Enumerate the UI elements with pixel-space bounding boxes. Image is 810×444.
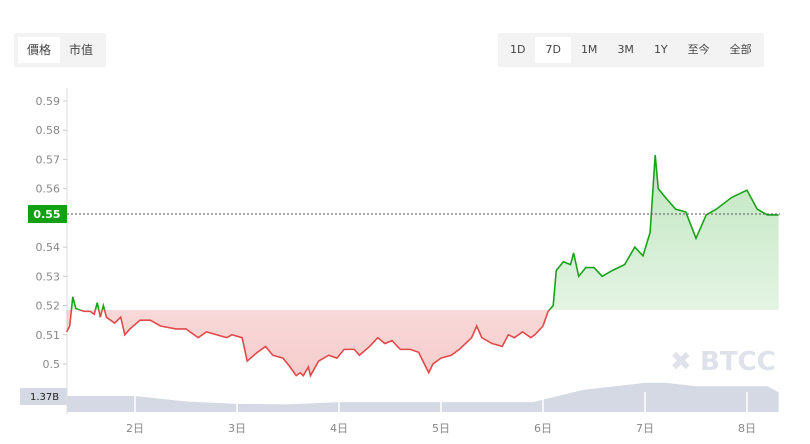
x-tick-label: 3日 — [228, 422, 246, 435]
tab-ytd[interactable]: 至今 — [687, 43, 710, 56]
price-line-up — [70, 154, 779, 310]
x-tick-label: 5日 — [432, 422, 450, 435]
watermark-x-icon: ✖ — [670, 347, 692, 377]
tab-7d[interactable]: 7D — [535, 37, 571, 63]
y-tick-label: 0.53 — [36, 270, 61, 283]
y-tick-label: 0.54 — [36, 241, 61, 254]
range-tabs: 1D 7D 1M 3M 1Y 至今 全部 — [498, 33, 764, 67]
x-tick-label: 2日 — [126, 422, 144, 435]
tab-1y[interactable]: 1Y — [653, 43, 668, 56]
price-line-down — [65, 309, 551, 378]
y-tick-label: 0.59 — [36, 95, 61, 108]
x-tick-label: 7日 — [636, 422, 654, 435]
tab-price[interactable]: 價格 — [18, 37, 61, 63]
volume-label-badge — [20, 388, 67, 405]
x-tick-label: 4日 — [330, 422, 348, 435]
y-tick-label: 0.57 — [36, 153, 61, 166]
current-price-label: 0.55 — [33, 208, 60, 221]
x-tick-label: 8日 — [738, 422, 756, 435]
tab-market-cap[interactable]: 市值 — [69, 43, 94, 57]
y-tick-label: 0.52 — [36, 300, 61, 313]
y-tick-label: 0.51 — [36, 329, 61, 342]
y-tick-label: 0.58 — [36, 124, 61, 137]
volume-label: 1.37B — [30, 392, 59, 403]
x-tick-label: 6日 — [534, 422, 552, 435]
tab-all[interactable]: 全部 — [729, 43, 752, 56]
tab-1m[interactable]: 1M — [580, 43, 598, 56]
volume-area — [66, 382, 779, 412]
current-price-badge — [28, 205, 67, 223]
watermark-logo: BTCC — [700, 347, 776, 377]
price-area-up — [66, 155, 779, 310]
price-area-down — [66, 309, 550, 376]
metric-tabs: 價格 市值 — [14, 33, 107, 67]
tab-1d[interactable]: 1D — [510, 43, 526, 56]
y-tick-label: 0.56 — [36, 183, 61, 196]
tab-3m[interactable]: 3M — [617, 43, 634, 56]
y-tick-label: 0.5 — [43, 358, 61, 371]
